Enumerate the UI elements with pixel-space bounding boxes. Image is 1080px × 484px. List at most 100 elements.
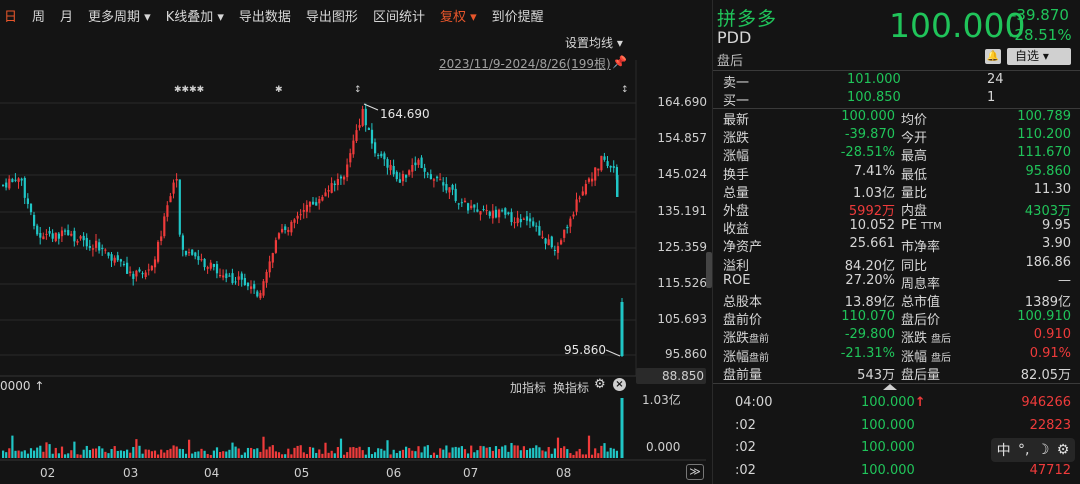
stat-label: 均价: [901, 113, 928, 128]
volume-bar: [48, 444, 51, 458]
pin-icon[interactable]: 📌: [612, 55, 627, 69]
volume-bar: [315, 452, 318, 458]
candle-body: [169, 196, 172, 203]
bell-icon[interactable]: 🔔: [985, 49, 1001, 64]
stats-row: 涨幅盘前 -21.31% 涨幅 盘后 0.91%: [713, 345, 1080, 365]
toolbar-item-0[interactable]: 日: [4, 9, 18, 25]
toolbar-item-2[interactable]: 月: [60, 9, 74, 25]
candle-body: [234, 281, 237, 283]
stat-value: 84.20亿: [844, 258, 895, 274]
toolbar-item-8[interactable]: 复权 ▾: [439, 9, 477, 25]
volume-bar: [395, 453, 398, 458]
candle-body: [420, 157, 423, 169]
ime-chinese-icon[interactable]: 中: [996, 443, 1011, 459]
expand-arrow-icon[interactable]: [883, 384, 897, 390]
tick-row: :02 100.000 47712: [713, 460, 1080, 482]
volume-bar: [91, 448, 95, 458]
candle-body: [144, 272, 147, 277]
orderbook-label: 买一: [723, 94, 750, 109]
volume-bar: [23, 450, 26, 458]
candle-body: [405, 174, 408, 178]
stat-label: 涨跌盘前: [723, 331, 770, 347]
candle-body: [525, 216, 529, 221]
stat-value: 1389亿: [1024, 295, 1071, 310]
volume-bar: [299, 445, 302, 458]
candle-body: [491, 210, 494, 219]
tick-row: :02 100.000 22823: [713, 415, 1080, 437]
candle-body: [411, 164, 414, 172]
toolbar-item-3[interactable]: 更多周期 ▾: [88, 9, 151, 25]
toolbar-item-9[interactable]: 到价提醒: [491, 9, 544, 25]
candle-body: [544, 238, 547, 244]
volume-bar: [454, 446, 457, 458]
input-method-bar[interactable]: 中 °, ☽ ⚙: [991, 438, 1075, 462]
stat-value: 3.90: [1042, 236, 1071, 252]
ma-settings-button[interactable]: 设置均线 ▾: [565, 36, 623, 50]
month-axis-label: 05: [294, 466, 310, 480]
close-icon[interactable]: ×: [613, 378, 626, 391]
stat-label: 市净率: [901, 240, 941, 256]
volume-bar: [88, 450, 91, 458]
stats-row: 总股本 13.89亿 总市值 1389亿: [713, 290, 1080, 310]
volume-bar: [64, 454, 67, 458]
volume-bar: [70, 450, 73, 458]
scroll-forward-button[interactable]: ≫: [686, 464, 704, 480]
volume-bar: [532, 447, 535, 458]
volume-bar: [581, 454, 584, 458]
toolbar-item-7[interactable]: 区间统计: [372, 9, 425, 25]
volume-bar: [305, 454, 308, 458]
orderbook-row[interactable]: 卖一 101.000 24: [713, 72, 1080, 91]
watchlist-button[interactable]: 自选 ▾: [1007, 48, 1071, 65]
stat-label: 总市值: [901, 295, 941, 310]
candle-body: [110, 254, 113, 261]
volume-bar: [330, 450, 333, 458]
date-range-label[interactable]: 2023/11/9-2024/8/26(199根): [439, 57, 611, 71]
volume-bar: [566, 449, 569, 458]
high-marker-line: [363, 103, 379, 111]
candle-body: [45, 233, 48, 235]
volume-bar: [470, 445, 473, 458]
toolbar-item-4[interactable]: K线叠加 ▾: [165, 9, 224, 25]
candle-body: [206, 267, 209, 269]
volume-bar: [231, 442, 234, 458]
switch-indicator-button[interactable]: 换指标: [553, 381, 590, 395]
candle-body: [29, 203, 33, 213]
candle-body: [380, 153, 383, 157]
candle-body: [138, 269, 141, 272]
candle-body: [20, 178, 23, 181]
candle-body: [333, 183, 336, 185]
volume-bar: [166, 450, 169, 458]
add-indicator-button[interactable]: 加指标: [510, 381, 547, 395]
panel-resize-handle[interactable]: [706, 252, 712, 288]
stats-row: 外盘 5992万 内盘 4303万: [713, 199, 1080, 219]
candle-body: [315, 202, 318, 206]
volume-bar: [411, 450, 414, 458]
volume-bar: [287, 448, 290, 458]
orderbook-row[interactable]: 买一 100.850 1: [713, 90, 1080, 109]
ime-punct-icon[interactable]: °,: [1018, 442, 1030, 458]
candle-body: [212, 263, 215, 267]
volume-bar: [135, 439, 138, 458]
candle-body: [54, 232, 57, 242]
candle-body: [191, 249, 194, 255]
volume-bar: [197, 451, 200, 458]
candle-body: [70, 233, 73, 236]
candle-body: [157, 241, 160, 262]
stat-value: 0.910: [1033, 327, 1071, 343]
ime-moon-icon[interactable]: ☽: [1036, 442, 1050, 458]
stat-value: 100.000: [841, 109, 895, 124]
candle-body: [575, 199, 578, 212]
gear-icon[interactable]: ⚙: [594, 377, 606, 392]
candle-body: [200, 259, 203, 261]
candle-body: [181, 235, 184, 250]
volume-bar: [620, 398, 624, 458]
volume-bar: [498, 449, 501, 458]
toolbar-item-6[interactable]: 导出图形: [305, 9, 358, 25]
stat-label: 盘前量: [723, 367, 763, 383]
toolbar-item-1[interactable]: 周: [32, 9, 46, 25]
volume-bar: [578, 448, 581, 458]
ime-settings-icon[interactable]: ⚙: [1056, 442, 1070, 458]
toolbar-item-5[interactable]: 导出数据: [238, 9, 291, 25]
candle-body: [569, 218, 572, 227]
